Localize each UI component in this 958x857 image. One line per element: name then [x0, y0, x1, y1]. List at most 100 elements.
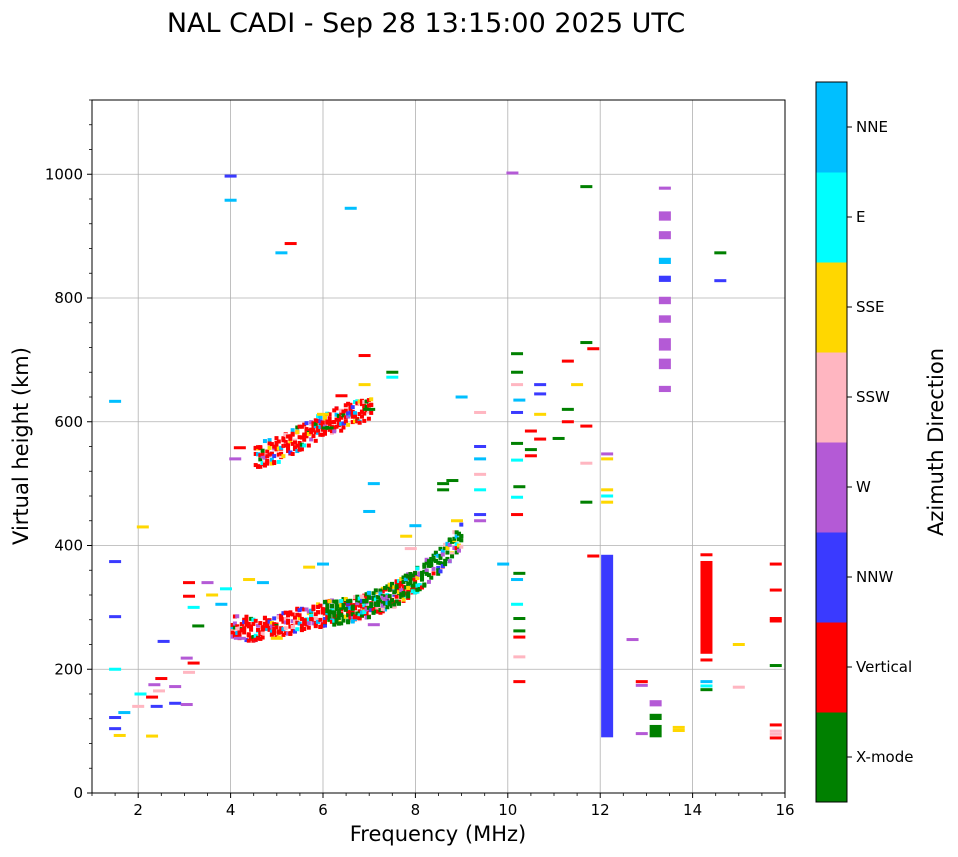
echo-mark	[321, 426, 334, 430]
trace-echo	[373, 602, 378, 607]
trace-echo	[339, 605, 344, 610]
echo-mark	[700, 658, 713, 662]
trace-echo	[422, 564, 427, 569]
trace-echo	[286, 613, 291, 618]
echo-mark	[146, 734, 159, 738]
trace-echo	[341, 618, 346, 623]
echo-mark	[335, 394, 348, 398]
trace-echo	[260, 635, 265, 640]
echo-mark	[580, 424, 593, 428]
trace-echo	[249, 624, 254, 629]
trace-echo	[431, 553, 436, 558]
trace-echo	[299, 435, 304, 440]
trace-echo	[299, 424, 304, 429]
colorbar-label-x-mode: X-mode	[856, 748, 913, 766]
trace-echo	[366, 409, 371, 414]
x-ticks: 2 4 6 8 10 12 14 16	[91, 793, 795, 819]
trace-echo	[450, 539, 455, 544]
trace-echo	[316, 425, 321, 430]
trace-echo	[362, 610, 367, 615]
trace-echo	[366, 416, 371, 421]
trace-echo	[424, 568, 429, 573]
colorbar-label-nne: NNE	[856, 118, 888, 136]
echo-mark	[561, 407, 574, 411]
trace-echo	[456, 543, 461, 548]
trace-echo	[343, 601, 348, 606]
trace-echo	[249, 616, 254, 621]
trace-echo	[364, 404, 369, 409]
trace-echo	[246, 624, 251, 629]
colorbar: X-mode Vertical NNW W SSW SSE E NNE	[815, 81, 913, 803]
echo-mark	[437, 482, 450, 486]
echo-mark	[511, 441, 524, 445]
trace-echo	[436, 553, 441, 558]
trace-echo	[281, 454, 286, 459]
trace-echo	[429, 575, 434, 580]
trace-echo	[329, 610, 334, 615]
echo-mark	[386, 375, 399, 379]
trace-echo	[362, 599, 367, 604]
trace-echo	[422, 562, 427, 567]
echo-mark	[601, 488, 614, 492]
trace-echo	[299, 442, 304, 447]
trace-echo	[286, 631, 291, 636]
trace-echo	[279, 613, 284, 618]
echo-mark	[132, 704, 145, 708]
trace-echo	[459, 522, 464, 527]
trace-echo	[353, 595, 358, 600]
trace-echo	[325, 599, 330, 604]
echo-mark	[732, 643, 745, 646]
trace-echo	[239, 628, 244, 633]
echo-mark	[601, 494, 614, 498]
trace-echo	[306, 609, 311, 614]
trace-echo	[339, 415, 344, 420]
y-tick-label: 800	[54, 289, 83, 307]
trace-echo	[299, 447, 304, 452]
echo-mark	[635, 683, 648, 687]
trace-echo	[346, 411, 351, 416]
trace-echo	[332, 420, 337, 425]
trace-echo	[385, 601, 390, 606]
trace-echo	[440, 564, 445, 569]
trace-echo	[350, 405, 355, 410]
trace-echo	[320, 623, 325, 628]
trace-echo	[366, 398, 371, 403]
trace-echo	[341, 425, 346, 430]
trace-echo	[237, 626, 242, 631]
trace-echo	[246, 638, 251, 643]
trace-echo	[325, 602, 330, 607]
trace-echo	[299, 623, 304, 628]
trace-echo	[357, 596, 362, 601]
trace-echo	[413, 586, 418, 591]
trace-echo	[454, 550, 459, 555]
trace-echo	[380, 600, 385, 605]
trace-echo	[353, 615, 358, 620]
trace-echo	[366, 590, 371, 595]
trace-echo	[364, 592, 369, 597]
trace-echo	[445, 541, 450, 546]
trace-echo	[290, 628, 295, 633]
echo-mark	[367, 482, 380, 486]
trace-echo	[292, 629, 297, 634]
colorbar-swatch	[816, 172, 847, 263]
trace-echo	[313, 612, 318, 617]
echo-mark	[155, 677, 168, 681]
trace-echo	[408, 588, 413, 593]
trace-echo	[302, 437, 307, 442]
trace-echo	[327, 412, 332, 417]
trace-echo	[452, 530, 457, 535]
trace-echo	[297, 447, 302, 452]
echo-mark	[284, 242, 297, 246]
trace-echo	[302, 422, 307, 427]
trace-echo	[450, 554, 455, 559]
echo-band	[658, 231, 671, 240]
trace-echo	[403, 577, 408, 582]
trace-echo	[339, 621, 344, 626]
trace-echo	[389, 600, 394, 605]
echo-mark	[513, 655, 526, 659]
echo-mark	[157, 639, 170, 643]
trace-echo	[320, 432, 325, 437]
trace-echo	[332, 613, 337, 618]
trace-echo	[235, 614, 240, 619]
